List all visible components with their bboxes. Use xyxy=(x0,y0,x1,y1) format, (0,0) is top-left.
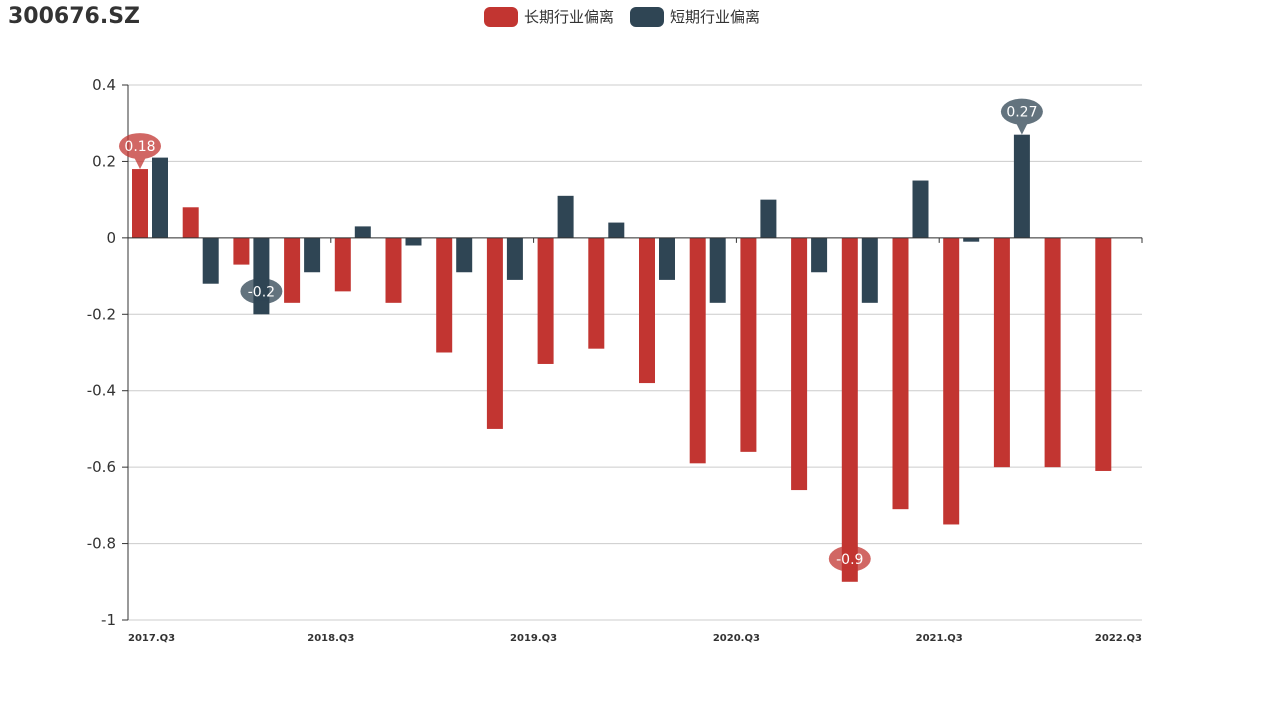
marker-pin xyxy=(119,133,161,170)
bar-long xyxy=(486,237,503,429)
legend-swatch-long xyxy=(484,6,518,27)
bar-short xyxy=(811,237,828,273)
legend-swatch-short xyxy=(630,6,665,27)
x-tick-label: 2019.Q3 xyxy=(510,633,557,644)
bar-long xyxy=(284,237,301,303)
marker-layer: 0.18 -0.9 0.27 -0.2 xyxy=(119,98,1043,582)
marker-label: 0.18 xyxy=(124,139,155,155)
y-tick-label: 0.4 xyxy=(92,76,116,94)
bar-long xyxy=(436,237,453,353)
bar-short xyxy=(456,237,473,273)
y-tick-label: -0.4 xyxy=(87,382,116,400)
x-tick-label: 2021.Q3 xyxy=(916,633,963,644)
bar-short xyxy=(963,237,980,242)
y-tick-label: 0.2 xyxy=(92,152,116,170)
marker-bubble xyxy=(828,545,871,572)
bar-short xyxy=(659,237,675,280)
bar-long xyxy=(334,237,351,292)
legend-label-short: 短期行业偏离 xyxy=(670,8,761,26)
marker-pin xyxy=(240,278,283,315)
bar-short xyxy=(709,237,726,303)
bar-short xyxy=(912,180,929,238)
y-tick-label: -0.6 xyxy=(87,458,116,476)
bar-long xyxy=(233,237,250,265)
marker-pointer xyxy=(842,567,857,582)
bar-long xyxy=(689,237,706,464)
bar-short xyxy=(557,195,574,238)
bar-layer xyxy=(132,134,1112,582)
bar-long xyxy=(385,237,402,303)
chart-title: 300676.SZ xyxy=(8,4,140,29)
bar-long xyxy=(588,237,605,349)
marker-pin xyxy=(1000,98,1043,135)
marker-pointer xyxy=(133,155,147,170)
bar-long xyxy=(182,207,199,238)
x-tick-label: 2018.Q3 xyxy=(307,633,354,644)
bar-short xyxy=(608,222,625,238)
bar-short xyxy=(760,199,777,238)
marker-bubble xyxy=(1000,98,1043,125)
y-tick-label: -1 xyxy=(101,611,116,629)
marker-label: 0.27 xyxy=(1006,105,1037,121)
bar-long xyxy=(1095,237,1112,471)
marker-bubble xyxy=(240,278,283,305)
x-tick-label: 2017.Q3 xyxy=(128,633,175,644)
x-tick-label: 2020.Q3 xyxy=(713,633,760,644)
axis-layer: 0.4 0.2 0 -0.2 -0.4 -0.6 -0.8 -1 2017.Q3 2018.Q3 2… xyxy=(87,76,1143,644)
bar-short xyxy=(506,237,523,280)
marker-label: -0.2 xyxy=(248,284,275,300)
marker-pointer xyxy=(254,300,269,315)
legend-item-long[interactable]: 长期行业偏离 xyxy=(484,6,614,27)
bar-long xyxy=(537,237,554,364)
bar-long xyxy=(639,237,655,384)
marker-label: -0.9 xyxy=(836,552,863,568)
bar-short xyxy=(152,157,168,238)
bar-short xyxy=(304,237,321,273)
y-tick-label: -0.2 xyxy=(87,305,116,323)
bar-long xyxy=(132,169,148,238)
bar-long xyxy=(740,237,757,452)
bar-long xyxy=(841,237,858,582)
legend: 长期行业偏离 短期行业偏离 xyxy=(484,6,760,27)
bar-short xyxy=(405,237,422,246)
y-tick-label: 0 xyxy=(106,229,116,247)
bar-short xyxy=(861,237,878,303)
grid-layer xyxy=(128,84,1142,621)
bar-short xyxy=(202,237,219,284)
bar-long xyxy=(943,237,960,525)
legend-item-short[interactable]: 短期行业偏离 xyxy=(630,6,760,27)
y-tick-label: -0.8 xyxy=(87,535,116,553)
bar-long xyxy=(1044,237,1061,468)
bar-long xyxy=(993,237,1010,468)
x-tick-label: 2022.Q3 xyxy=(1095,633,1142,644)
marker-bubble xyxy=(119,133,161,160)
legend-label-long: 长期行业偏离 xyxy=(524,8,615,26)
bar-short xyxy=(354,226,371,238)
bar-long xyxy=(892,237,909,510)
marker-pointer xyxy=(1014,120,1029,135)
bar-short xyxy=(1013,134,1030,238)
marker-pin xyxy=(828,545,871,582)
bar-long xyxy=(791,237,808,491)
